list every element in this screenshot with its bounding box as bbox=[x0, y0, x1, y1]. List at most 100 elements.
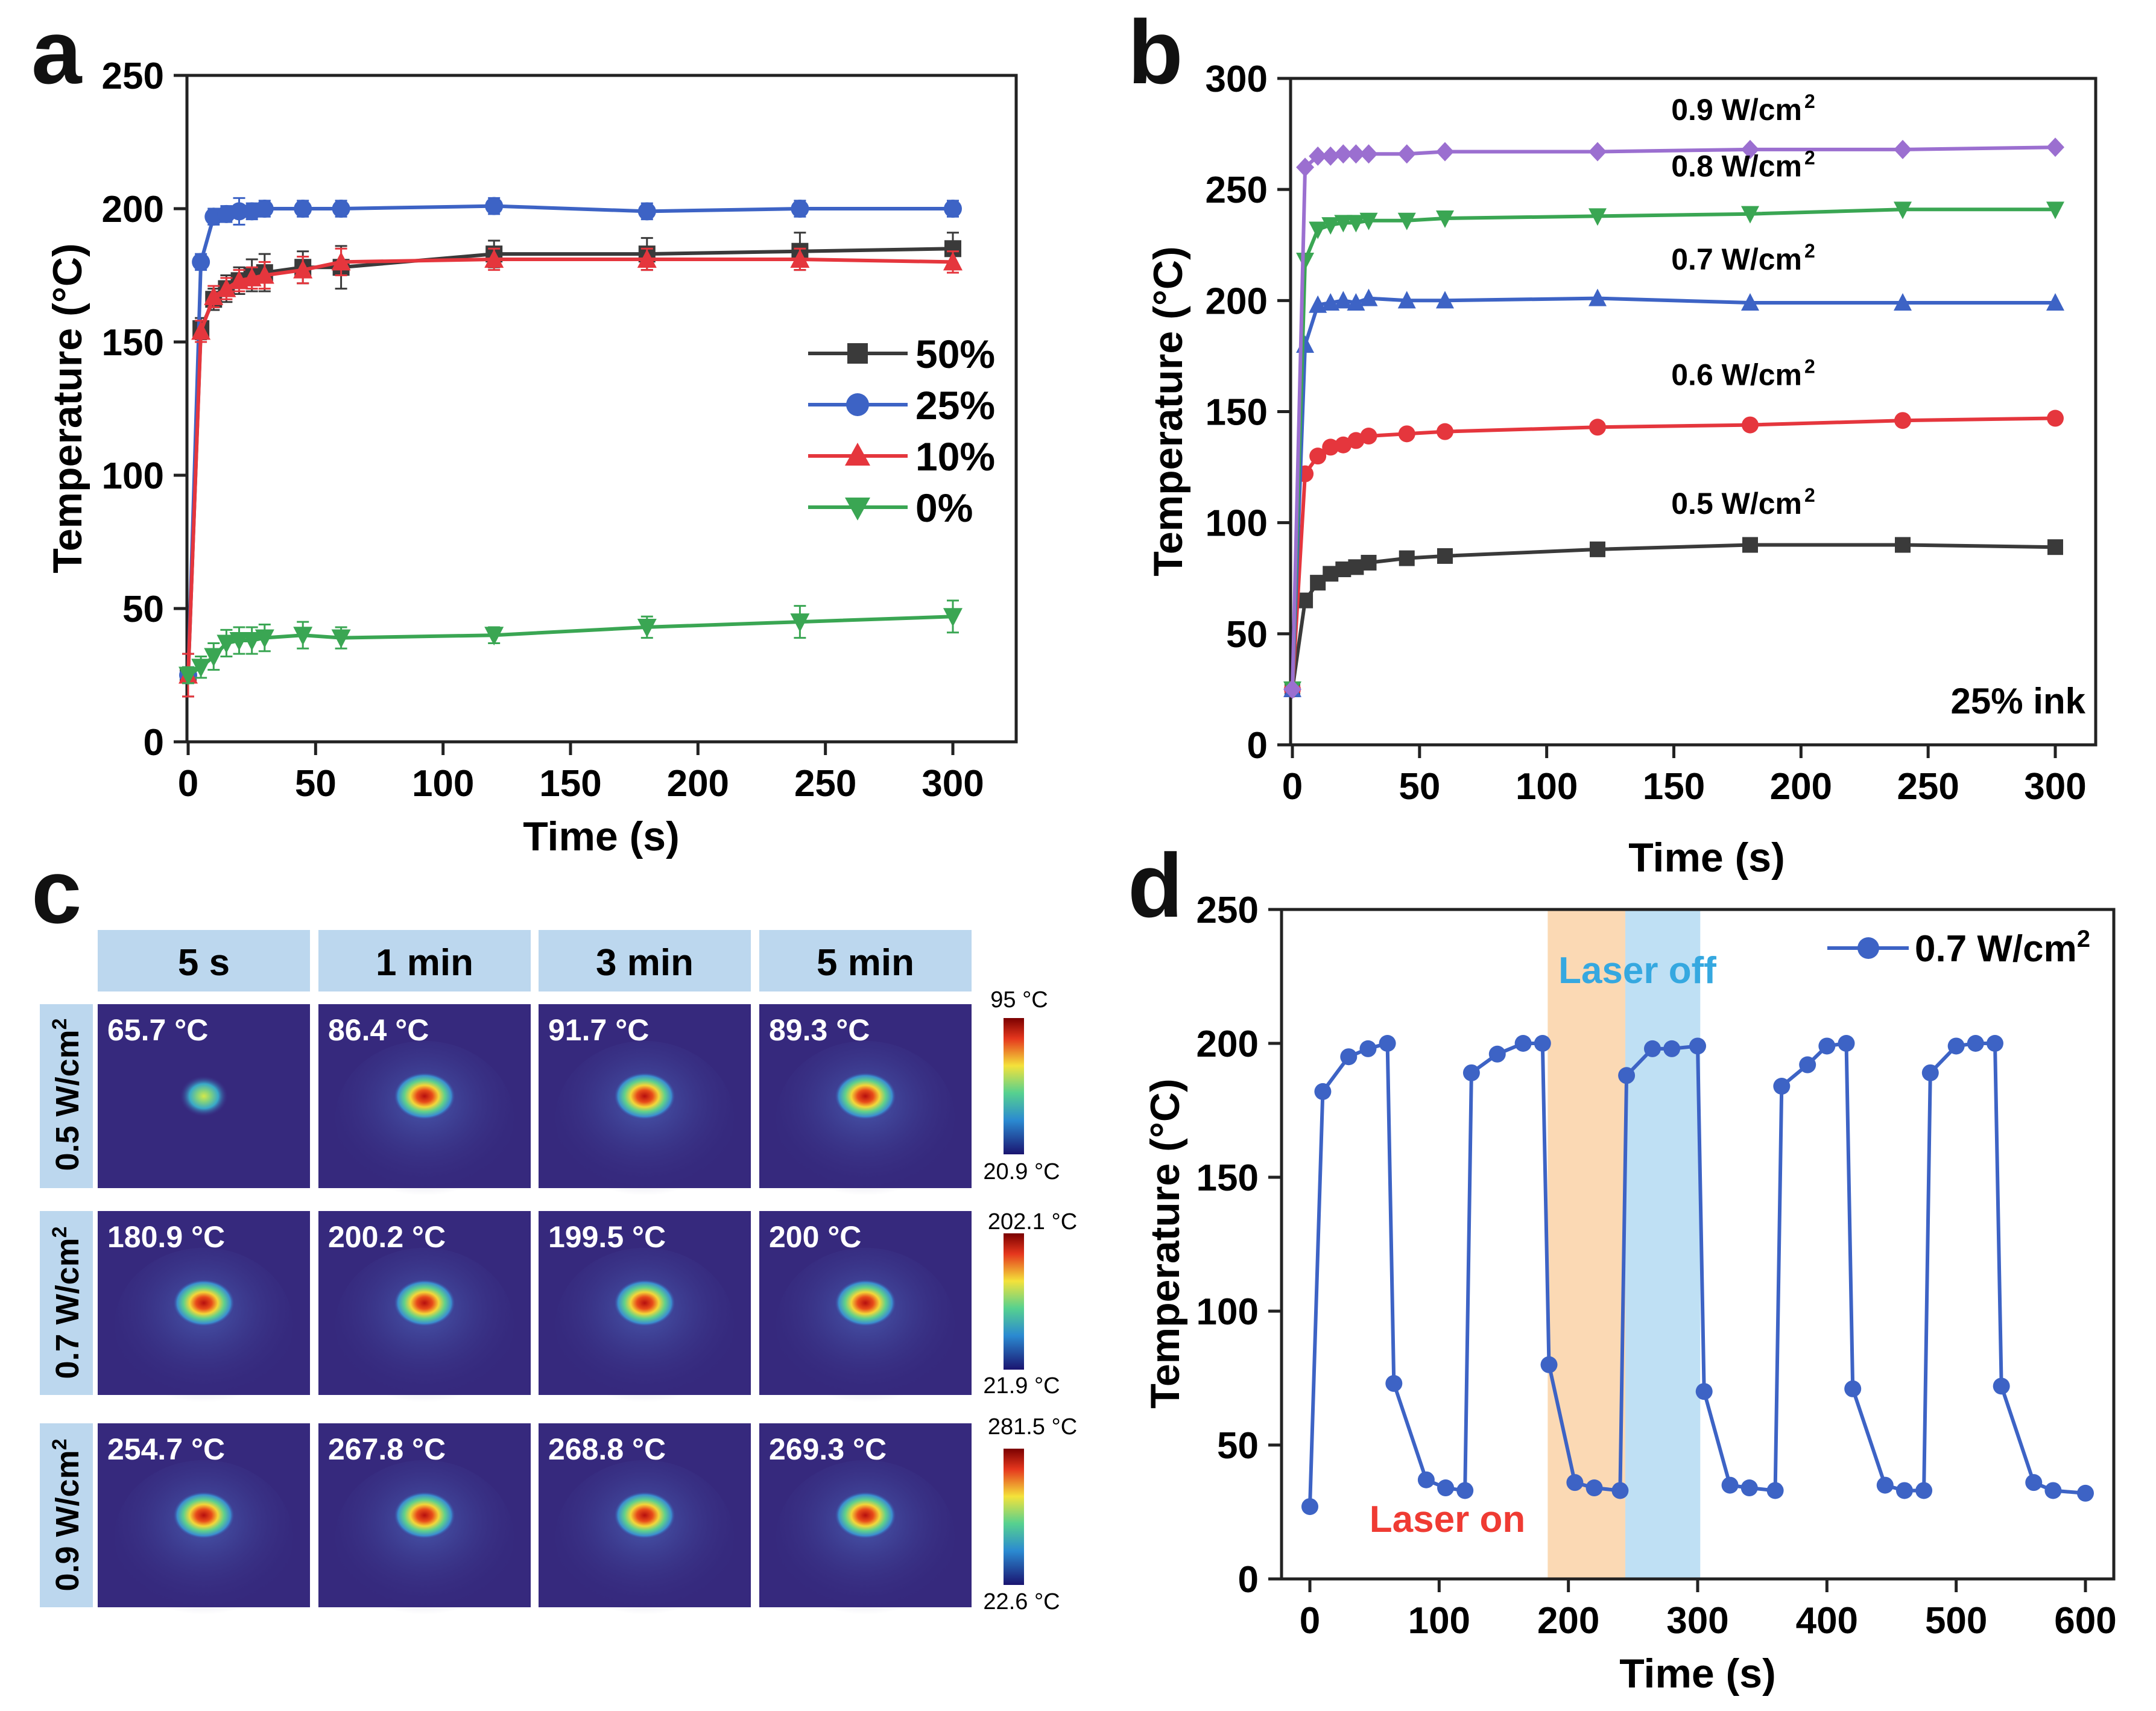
chart-b-xtick-label-6: 300 bbox=[2024, 766, 2086, 808]
chart-b-point-2-11 bbox=[1894, 293, 1912, 311]
chart-b-point-1-6 bbox=[1360, 428, 1377, 445]
row-header-0.9-label: 0.9 W/cm bbox=[49, 1450, 86, 1591]
chart-b-ytick-label-5: 250 bbox=[1206, 169, 1268, 211]
row-header-bg-1 bbox=[40, 1211, 93, 1395]
thermal-temp-1-0: 180.9 °C bbox=[107, 1220, 225, 1254]
chart-b-point-3-12 bbox=[2046, 201, 2064, 220]
chart-a-ylabel: Temperature (°C) bbox=[45, 243, 90, 573]
legend-label-25: 25% bbox=[915, 383, 995, 428]
chart-d-point-11 bbox=[1514, 1035, 1532, 1052]
chart-b-ytick-label-1: 50 bbox=[1226, 614, 1268, 656]
chart-d-point-39 bbox=[2044, 1482, 2062, 1499]
thermal-temp-2-0: 254.7 °C bbox=[107, 1432, 225, 1466]
chart-b-point-1-5 bbox=[1347, 432, 1365, 449]
chart-d-point-26 bbox=[1799, 1056, 1816, 1074]
chart-d-point-25 bbox=[1773, 1078, 1791, 1095]
chart-b-point-3-9 bbox=[1589, 208, 1607, 226]
chart-b-point-0-11 bbox=[1895, 537, 1911, 553]
thermal-temp-2-3: 269.3 °C bbox=[769, 1432, 887, 1466]
chart-d-point-38 bbox=[2025, 1474, 2043, 1491]
chart-d-point-36 bbox=[1986, 1035, 2003, 1052]
chart-a-xlabel: Time (s) bbox=[523, 814, 679, 859]
chart-a-point-2-7 bbox=[293, 259, 313, 279]
chart-d-point-15 bbox=[1585, 1479, 1603, 1497]
chart-b-point-2-3 bbox=[1321, 293, 1340, 311]
thermal-temp-2-2: 268.8 °C bbox=[548, 1432, 666, 1466]
chart-d-legend-label: 0.7 W/cm2 bbox=[1915, 926, 2090, 970]
colorbar-2 bbox=[1004, 1449, 1024, 1585]
chart-d-xtick-label-3: 300 bbox=[1666, 1600, 1728, 1642]
thermal-spot-0-3 bbox=[834, 1072, 897, 1121]
chart-d-point-8 bbox=[1456, 1482, 1474, 1499]
chart-b-point-4-6 bbox=[1359, 144, 1378, 164]
chart-b-point-4-9 bbox=[1589, 142, 1607, 162]
chart-b-point-0-10 bbox=[1742, 537, 1758, 553]
chart-b-series-label-sup-4: 2 bbox=[1804, 90, 1815, 112]
chart-d-xtick-label-2: 200 bbox=[1537, 1600, 1599, 1642]
chart-b-point-0-7 bbox=[1399, 550, 1415, 566]
chart-a-point-2-1 bbox=[191, 321, 211, 340]
chart-a-line-0 bbox=[186, 247, 953, 675]
colorbar-1-min: 21.9 °C bbox=[983, 1373, 1060, 1399]
chart-b-xtick-label-2: 100 bbox=[1516, 766, 1578, 808]
chart-a-ytick-label-3: 150 bbox=[102, 322, 164, 364]
chart-d-xtick-label-1: 100 bbox=[1408, 1600, 1470, 1642]
chart-a-xtick-label-5: 250 bbox=[794, 763, 856, 805]
thermal-temp-2-1: 267.8 °C bbox=[328, 1432, 446, 1466]
chart-b-point-3-10 bbox=[1741, 206, 1759, 224]
thermal-spot-1-1 bbox=[393, 1279, 456, 1327]
chart-d-xtick-label-0: 0 bbox=[1300, 1600, 1320, 1642]
chart-d-point-30 bbox=[1876, 1476, 1894, 1494]
panel-label-c: c bbox=[31, 841, 81, 942]
chart-b-point-4-3 bbox=[1321, 146, 1340, 166]
chart-a-point-3-7 bbox=[293, 627, 313, 646]
chart-d-point-22 bbox=[1721, 1476, 1739, 1494]
laser-on-label: Laser on bbox=[1370, 1499, 1525, 1540]
chart-b-point-2-12 bbox=[2046, 293, 2064, 311]
chart-b-xlabel: Time (s) bbox=[1628, 835, 1785, 881]
chart-d-point-13 bbox=[1540, 1356, 1558, 1373]
chart-b: 0 50 100 150 200 250 300 0 50 100 150 200 250 300 0.5… bbox=[1145, 59, 2098, 881]
thermal-temp-0-3: 89.3 °C bbox=[769, 1013, 870, 1047]
chart-a-point-3-6 bbox=[254, 629, 274, 648]
thermal-spot-1-3 bbox=[834, 1279, 897, 1327]
chart-b-line-3 bbox=[1291, 207, 2055, 689]
chart-b-point-3-3 bbox=[1321, 217, 1340, 235]
chart-b-point-2-7 bbox=[1397, 291, 1416, 309]
chart-d-point-20 bbox=[1689, 1037, 1706, 1055]
legend-label-0: 0% bbox=[915, 485, 973, 530]
chart-a-point-3-12 bbox=[943, 608, 963, 627]
chart-a-point-1-7 bbox=[294, 200, 312, 218]
chart-b-point-1-7 bbox=[1398, 425, 1415, 443]
col-header-5min: 5 min bbox=[817, 942, 914, 984]
chart-a-ytick-label-0: 0 bbox=[144, 722, 164, 764]
chart-d-ytick-label-5: 250 bbox=[1197, 890, 1259, 931]
chart-a-point-1-6 bbox=[255, 200, 274, 218]
colorbar-1-max: 202.1 °C bbox=[988, 1209, 1077, 1235]
chart-d-point-27 bbox=[1818, 1037, 1836, 1055]
chart-b-point-0-12 bbox=[2047, 539, 2063, 555]
laser-on-region bbox=[1547, 909, 1625, 1579]
laser-off-label: Laser off bbox=[1558, 950, 1716, 991]
chart-b-ytick-label-4: 200 bbox=[1206, 280, 1268, 322]
chart-b-point-4-0 bbox=[1283, 679, 1301, 699]
chart-d-ylabel: Temperature (°C) bbox=[1142, 1078, 1188, 1408]
chart-b-point-3-5 bbox=[1347, 215, 1365, 233]
chart-d-ytick-label-0: 0 bbox=[1238, 1559, 1259, 1601]
chart-a-frame bbox=[185, 74, 1018, 744]
chart-a-point-3-8 bbox=[331, 629, 351, 648]
chart-d-point-7 bbox=[1437, 1479, 1455, 1497]
chart-b-point-2-4 bbox=[1334, 291, 1353, 309]
chart-b-ytick-label-0: 0 bbox=[1247, 725, 1268, 767]
chart-d-point-18 bbox=[1643, 1040, 1661, 1057]
chart-a-point-1-12 bbox=[944, 200, 962, 218]
chart-b-point-2-8 bbox=[1436, 291, 1454, 309]
chart-b-series-label-1: 0.6 W/cm bbox=[1671, 358, 1802, 392]
chart-b-xtick-label-3: 150 bbox=[1643, 766, 1705, 808]
chart-b-point-1-11 bbox=[1894, 412, 1911, 429]
chart-b-series-label-sup-0: 2 bbox=[1804, 484, 1815, 506]
heatmap-grid: 5 s 1 min 3 min 5 min 0.5 W/cm2 0.7 W/cm… bbox=[40, 930, 1077, 1615]
chart-b-ylabel: Temperature (°C) bbox=[1145, 246, 1191, 576]
chart-b-series-label-sup-1: 2 bbox=[1804, 356, 1815, 378]
legend-item-50: 50% bbox=[808, 332, 995, 376]
